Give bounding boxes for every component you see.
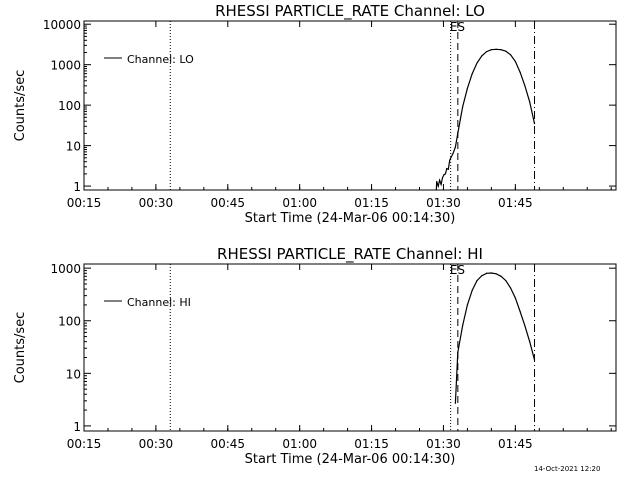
y-axis-label: Counts/sec: [13, 312, 28, 384]
y-tick-label: 10: [66, 367, 81, 381]
data-point: [441, 177, 444, 179]
chart-title: RHESSI PARTICLE_RATE Channel: HI: [217, 245, 483, 264]
x-tick-label: 01:30: [426, 437, 461, 451]
data-point: [435, 189, 437, 191]
data-point: [485, 51, 488, 53]
marker-label: ES: [450, 263, 465, 277]
data-point: [519, 310, 521, 313]
x-tick-label: 01:45: [498, 196, 533, 210]
data-point: [443, 174, 445, 176]
y-tick-label: 10: [66, 140, 81, 154]
x-tick-label: 01:00: [282, 196, 317, 210]
data-point: [524, 325, 526, 327]
data-point: [490, 272, 492, 274]
y-tick-label: 1: [73, 420, 81, 434]
x-axis-label: Start Time (24-Mar-06 00:14:30): [245, 452, 456, 467]
data-point: [476, 280, 478, 282]
data-point: [440, 183, 442, 186]
data-point: [529, 101, 531, 103]
data-point: [462, 325, 464, 327]
x-tick-label: 00:30: [139, 437, 174, 451]
y-axis-label: Counts/sec: [13, 70, 28, 142]
plot-frame: [83, 20, 617, 191]
data-point: [514, 297, 516, 299]
footer-timestamp: 14-Oct-2021 12:20: [534, 465, 601, 473]
series-line: [454, 272, 536, 404]
y-tick-label: 100: [58, 99, 81, 113]
y-tick-label: 1000: [50, 262, 81, 276]
data-point: [462, 106, 464, 108]
data-point: [444, 173, 446, 175]
data-point: [449, 159, 451, 162]
x-tick-label: 01:15: [354, 196, 389, 210]
data-point: [446, 168, 448, 170]
x-tick-label: 01:45: [498, 437, 533, 451]
y-tick-label: 100: [58, 315, 81, 329]
y-tick-label: 10000: [43, 18, 81, 32]
chart-title: RHESSI PARTICLE_RATE Channel: LO: [215, 2, 485, 21]
data-point: [509, 287, 512, 289]
data-point: [454, 146, 457, 148]
data-point: [481, 55, 483, 57]
x-tick-label: 01:15: [354, 437, 389, 451]
data-point: [481, 275, 483, 277]
data-point: [471, 289, 473, 291]
x-tick-label: 00:30: [139, 196, 174, 210]
data-point: [457, 351, 459, 354]
data-point: [529, 341, 531, 343]
data-point: [514, 60, 516, 63]
marker-label: ES: [450, 20, 465, 34]
data-point: [490, 49, 492, 51]
data-point: [457, 132, 459, 135]
data-point: [447, 168, 449, 170]
data-point: [495, 273, 497, 275]
data-point: [485, 272, 488, 274]
data-point: [519, 71, 521, 73]
legend-label: Channel: LO: [127, 53, 194, 66]
data-point: [500, 49, 502, 51]
data-point: [505, 50, 507, 52]
x-tick-label: 01:30: [426, 196, 461, 210]
data-point: [466, 87, 469, 89]
x-tick-label: 00:45: [210, 196, 245, 210]
legend-label: Channel: HI: [127, 296, 191, 309]
x-tick-label: 01:00: [282, 437, 317, 451]
data-point: [437, 185, 439, 187]
data-point: [524, 85, 526, 87]
y-tick-label: 1: [73, 180, 81, 194]
data-point: [495, 48, 497, 50]
y-tick-label: 1000: [50, 59, 81, 73]
data-point: [436, 180, 438, 183]
data-point: [452, 152, 454, 155]
data-point: [466, 304, 469, 306]
data-point: [439, 179, 441, 181]
data-point: [500, 275, 502, 277]
data-point: [450, 156, 452, 158]
data-point: [505, 280, 507, 282]
data-point: [471, 73, 473, 75]
x-axis-label: Start Time (24-Mar-06 00:14:30): [245, 211, 456, 226]
data-point: [509, 54, 512, 56]
x-tick-label: 00:15: [67, 437, 102, 451]
x-tick-label: 00:15: [67, 196, 102, 210]
x-tick-label: 00:45: [210, 437, 245, 451]
data-point: [476, 62, 478, 64]
data-point: [454, 402, 457, 404]
data-point: [533, 359, 536, 361]
data-point: [533, 122, 536, 125]
plot-frame: [83, 263, 617, 432]
